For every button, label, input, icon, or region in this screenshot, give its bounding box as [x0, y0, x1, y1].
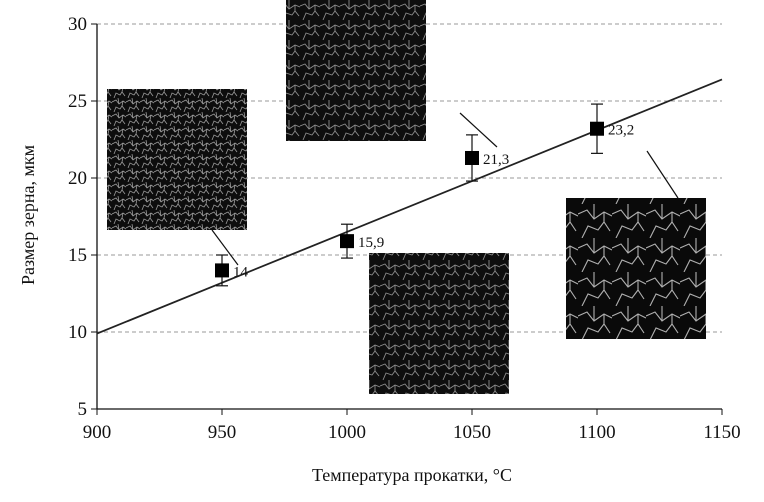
- tick-labels: 5 10 15 20 25 30 900 950 1000 1050 1100 1150: [68, 14, 741, 443]
- leader-line: [646, 150, 679, 199]
- data-points: 14 15,9 21,3 23,2: [215, 103, 634, 287]
- axes: [91, 23, 723, 415]
- y-tick-label: 25: [68, 91, 87, 112]
- micrograph-inset: [286, 0, 426, 141]
- x-tick-label: 1100: [578, 422, 615, 443]
- x-tick-label: 1050: [453, 422, 491, 443]
- data-point: [340, 234, 354, 249]
- micrograph-inset: [107, 89, 247, 230]
- y-axis-title: Размер зерна, мкм: [18, 145, 38, 285]
- y-tick-label: 10: [68, 322, 87, 343]
- y-tick-label: 20: [68, 168, 87, 189]
- micrograph-insets: [107, 0, 706, 394]
- micrograph-inset: [369, 253, 509, 394]
- data-label: 15,9: [358, 235, 384, 251]
- trendline-line: [96, 78, 723, 335]
- x-tick-label: 950: [208, 422, 237, 443]
- x-tick-label: 900: [83, 422, 112, 443]
- x-axis-title: Температура прокатки, °C: [312, 465, 512, 485]
- x-tick-label: 1000: [328, 422, 366, 443]
- data-label: 21,3: [483, 152, 509, 168]
- data-label: 14: [233, 264, 249, 280]
- data-label: 23,2: [608, 123, 634, 139]
- x-tick-label: 1150: [703, 422, 740, 443]
- data-point: [590, 121, 604, 136]
- leader-line: [459, 112, 498, 148]
- data-point: [465, 150, 479, 165]
- data-point: [215, 263, 229, 278]
- leader-line: [211, 229, 239, 266]
- y-tick-label: 30: [68, 14, 87, 35]
- micrograph-inset: [566, 198, 706, 339]
- y-tick-label: 5: [78, 399, 88, 420]
- y-tick-label: 15: [68, 245, 87, 266]
- trendline: [96, 78, 723, 335]
